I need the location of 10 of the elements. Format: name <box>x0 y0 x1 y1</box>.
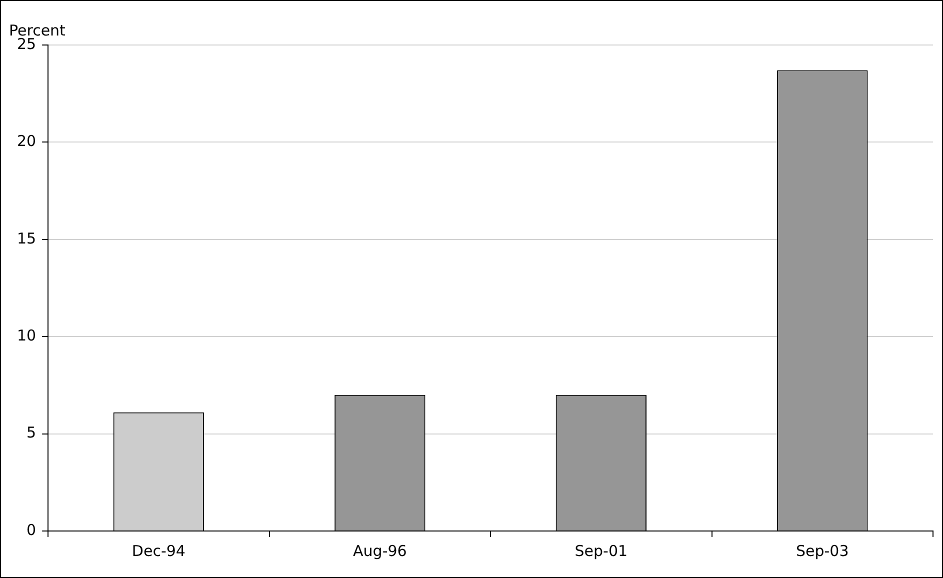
x-tick-label: Sep-01 <box>574 542 628 560</box>
y-tick-label: 0 <box>26 520 36 539</box>
y-tick-label: 25 <box>16 34 36 53</box>
y-tick-label: 10 <box>16 326 36 344</box>
x-tick-label: Dec-94 <box>132 542 186 560</box>
y-tick-label: 20 <box>16 132 36 150</box>
y-tick-label: 15 <box>16 229 36 248</box>
y-tick-label: 5 <box>26 424 36 442</box>
x-tick-label: Aug-96 <box>353 542 407 560</box>
x-tick-label: Sep-03 <box>796 542 849 560</box>
